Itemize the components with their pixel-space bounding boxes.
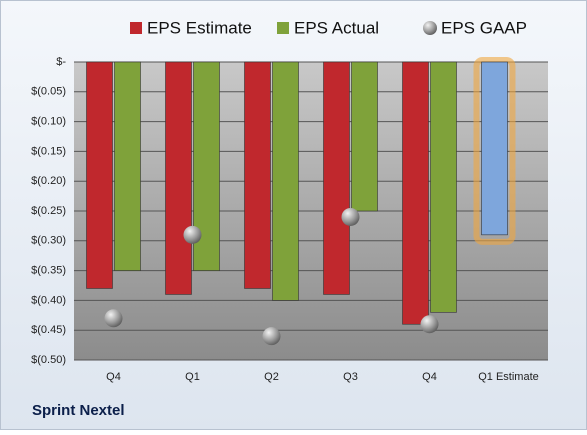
y-tick-label: $(0.30) <box>31 235 66 247</box>
y-tick-label: $(0.40) <box>31 294 66 306</box>
point <box>341 207 360 226</box>
y-tick-label: $(0.10) <box>31 116 66 128</box>
x-tick-label: Q4 <box>106 371 121 383</box>
bar <box>86 61 113 289</box>
legend-label: EPS Actual <box>294 18 379 37</box>
point <box>420 315 439 334</box>
y-tick-label: $(0.45) <box>31 324 66 336</box>
y-tick-label: $(0.50) <box>31 354 66 366</box>
bar <box>114 61 141 271</box>
y-tick-label: $- <box>56 56 66 68</box>
y-tick-label: $(0.15) <box>31 145 66 157</box>
point <box>262 327 281 346</box>
x-tick-label: Q4 <box>422 371 437 383</box>
bar <box>481 61 508 236</box>
y-tick-label: $(0.25) <box>31 205 66 217</box>
x-tick-label: Q2 <box>264 371 279 383</box>
bar <box>430 61 457 313</box>
bar <box>402 61 429 325</box>
legend-marker <box>423 21 437 35</box>
legend-label: EPS Estimate <box>147 18 252 37</box>
bar <box>244 61 271 289</box>
y-tick-label: $(0.20) <box>31 175 66 187</box>
x-tick-label: Q1 <box>185 371 200 383</box>
point <box>183 225 202 244</box>
point <box>104 309 123 328</box>
highlight-glow <box>473 57 516 245</box>
legend-marker <box>277 22 289 34</box>
x-tick-label: Q1 Estimate <box>478 371 539 383</box>
bar <box>351 61 378 212</box>
bar <box>165 61 192 295</box>
x-tick-label: Q3 <box>343 371 358 383</box>
bar <box>323 61 350 295</box>
legend-label: EPS GAAP <box>441 18 527 37</box>
footer: Sprint Nextel <box>32 402 125 419</box>
legend-marker <box>130 22 142 34</box>
bar <box>272 61 299 301</box>
y-tick-label: $(0.35) <box>31 265 66 277</box>
y-tick-label: $(0.05) <box>31 86 66 98</box>
